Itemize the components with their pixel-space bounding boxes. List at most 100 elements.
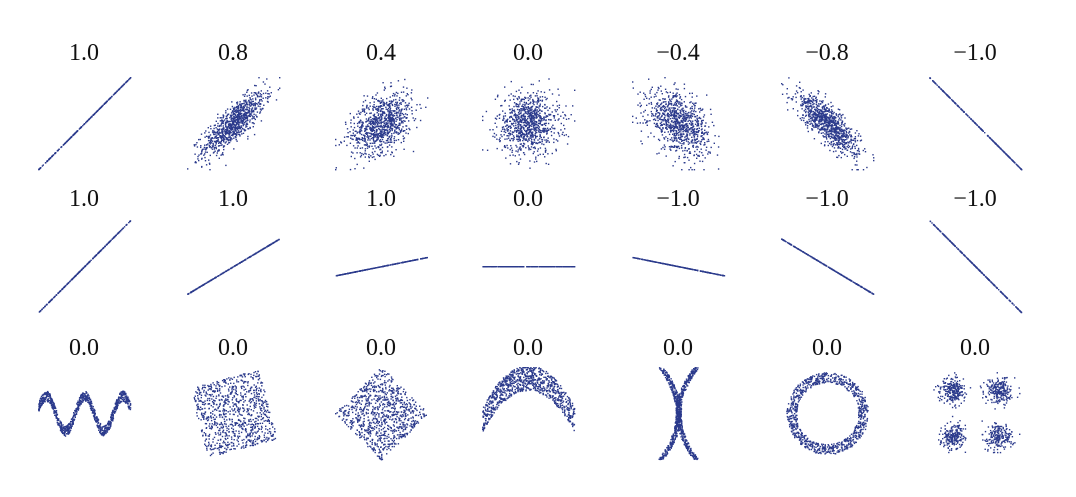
scatter-point: [508, 125, 510, 128]
scatter-point: [401, 128, 403, 130]
scatter-point: [381, 134, 383, 137]
scatter-point: [385, 115, 387, 117]
scatter-point: [660, 130, 663, 132]
scatter-point: [822, 118, 824, 120]
scatter-point: [553, 141, 555, 144]
scatter-point: [684, 105, 687, 107]
scatter-point: [379, 135, 381, 138]
scatter-point: [541, 100, 543, 102]
scatter-point: [513, 138, 515, 140]
scatter-point: [368, 160, 370, 162]
scatter-point: [687, 143, 690, 145]
scatter-point: [381, 140, 383, 143]
scatter-point: [832, 122, 834, 124]
scatter-point: [246, 101, 248, 103]
scatter-point: [518, 136, 520, 139]
scatter-point: [217, 129, 220, 131]
scatter-point: [533, 121, 535, 124]
scatter-point: [513, 125, 515, 127]
scatter-point: [703, 138, 705, 141]
scatter-point: [847, 137, 849, 139]
scatter-point: [350, 126, 352, 128]
scatter-point: [221, 135, 223, 137]
scatter-point: [664, 119, 667, 121]
scatter-point: [851, 152, 853, 154]
scatter-point: [391, 146, 393, 148]
scatter-point: [210, 139, 213, 142]
scatter-point: [390, 139, 392, 141]
scatter-point: [229, 129, 232, 131]
scatter-point: [367, 132, 369, 134]
scatter-point: [664, 146, 666, 148]
scatter-point: [254, 118, 256, 121]
scatter-point: [686, 112, 688, 115]
scatter-point: [833, 119, 836, 121]
scatter-point: [208, 131, 210, 134]
scatter-point: [387, 125, 389, 127]
scatter-point: [240, 130, 242, 133]
scatter-point: [405, 95, 407, 97]
scatter-point: [797, 110, 799, 112]
scatter-point: [239, 101, 241, 103]
scatter-point: [427, 97, 429, 99]
scatter-point: [655, 108, 658, 110]
scatter-point: [372, 129, 374, 132]
scatter-point: [829, 130, 831, 132]
scatter-point: [549, 107, 551, 109]
scatter-point: [799, 117, 801, 120]
scatter-point: [343, 136, 346, 138]
scatter-point: [508, 94, 510, 97]
scatter-point: [374, 134, 377, 136]
scatter-point: [683, 87, 686, 90]
scatter-point: [786, 88, 788, 90]
scatter-point: [667, 131, 669, 133]
scatter-point: [230, 112, 233, 114]
scatter-point: [252, 103, 254, 105]
scatter-point: [557, 131, 559, 134]
scatter-point: [245, 117, 247, 120]
scatter-point: [377, 136, 380, 139]
scatter-point: [532, 112, 534, 115]
scatter-point: [683, 156, 685, 159]
scatter-point: [253, 133, 256, 136]
scatter-point: [374, 127, 376, 129]
scatter-point: [818, 131, 820, 133]
scatter-point: [660, 109, 662, 112]
scatter-point: [851, 139, 853, 141]
scatter-point: [118, 88, 121, 90]
scatter-point: [803, 97, 805, 100]
scatter-point: [359, 113, 361, 115]
scatter-point: [384, 102, 386, 105]
scatter-point: [811, 125, 814, 127]
scatter-point: [520, 92, 522, 94]
scatter-point: [232, 131, 234, 133]
scatter-point: [246, 91, 248, 93]
scatter-point: [842, 133, 844, 135]
scatter-point: [536, 150, 539, 152]
scatter-point: [506, 135, 508, 137]
scatter-point: [374, 106, 376, 109]
scatter-point: [678, 121, 680, 123]
scatter-point: [713, 142, 715, 144]
scatter-point: [82, 124, 84, 127]
scatter-point: [835, 128, 837, 130]
scatter-point: [373, 139, 375, 142]
scatter-point: [543, 91, 546, 94]
scatter-point: [669, 127, 671, 129]
scatter-point: [531, 119, 533, 121]
scatter-point: [381, 129, 383, 131]
scatter-point: [687, 126, 689, 128]
scatter-point: [504, 120, 506, 123]
scatter-point: [400, 141, 402, 144]
scatter-point: [1014, 162, 1016, 164]
scatter-point: [234, 121, 236, 123]
scatter-point: [707, 138, 710, 141]
scatter-point: [406, 104, 409, 106]
scatter-point: [835, 113, 837, 115]
scatter-point: [367, 145, 369, 147]
scatter-point: [811, 118, 813, 120]
scatter-point: [700, 123, 703, 126]
scatter-panel: 0.4: [335, 40, 429, 171]
scatter-point: [529, 125, 532, 127]
scatter-point: [544, 147, 547, 150]
